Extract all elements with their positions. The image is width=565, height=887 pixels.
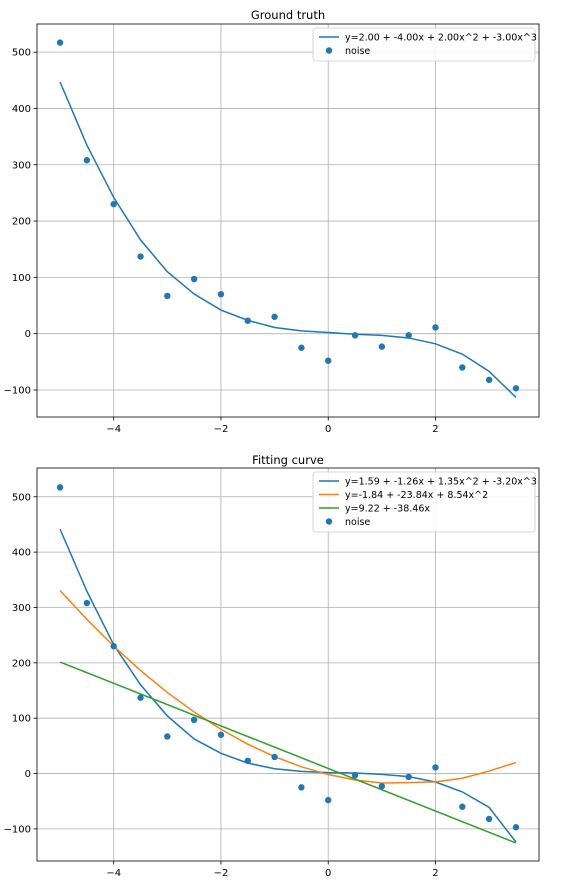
legend-label: y=9.22 + -38.46x (345, 504, 430, 515)
y-tick-label: 100 (12, 273, 31, 284)
scatter-point (271, 313, 278, 320)
legend-label: y=1.59 + -1.26x + 1.35x^2 + -3.20x^3 (345, 477, 537, 488)
scatter-point (83, 599, 91, 607)
scatter-point (56, 484, 64, 491)
x-tick-label: 0 (325, 868, 331, 879)
y-tick-label: 200 (12, 658, 31, 669)
y-tick-label: −100 (4, 385, 31, 396)
x-tick-label: 0 (325, 424, 331, 435)
scatter-point (190, 275, 198, 283)
scatter-point (110, 643, 117, 650)
data-layer (56, 39, 520, 398)
scatter-point (190, 716, 198, 724)
chart-2: Fitting curve −4 −2 0 2 −100 0 100 200 300 400 500 y… (4, 453, 540, 879)
grid (37, 468, 539, 861)
series-line-2 (59, 589, 517, 784)
scatter-point (325, 796, 332, 804)
scatter-point (351, 332, 359, 339)
scatter-point (137, 694, 144, 701)
x-tick-label: −4 (106, 424, 121, 435)
legend: y=2.00 + -4.00x + 2.00x^2 + -3.00x^3 nois… (312, 27, 537, 62)
scatter-point (378, 343, 386, 350)
chart-title: Fitting curve (252, 453, 324, 467)
y-tick-label: 400 (12, 104, 31, 115)
y-tick-label: 500 (12, 48, 31, 59)
y-tick-label: 100 (12, 714, 31, 725)
scatter-point (405, 773, 412, 781)
legend-label: y=-1.84 + -23.84x + 8.54x^2 (345, 490, 488, 501)
scatter-point (217, 731, 225, 738)
scatter-point (459, 364, 466, 371)
data-layer (56, 484, 520, 844)
legend: y=1.59 + -1.26x + 1.35x^2 + -3.20x^3 y=-1… (312, 471, 537, 533)
legend-label: y=2.00 + -4.00x + 2.00x^2 + -3.00x^3 (345, 33, 537, 44)
y-tick-label: 500 (12, 492, 31, 503)
y-tick-label: 400 (12, 548, 31, 559)
y-tick-label: 300 (12, 603, 31, 614)
scatter-point (512, 385, 520, 392)
x-tick-label: −2 (214, 424, 229, 435)
axes-frame (36, 467, 540, 862)
scatter-point (512, 824, 520, 831)
x-tick-label: 2 (432, 424, 438, 435)
y-tick-label: 0 (25, 329, 31, 340)
scatter-point (298, 784, 305, 791)
scatter-point (485, 815, 493, 823)
legend-marker-swatch (325, 47, 333, 54)
scatter-point (271, 753, 278, 761)
scatter-point (459, 803, 466, 810)
y-tick-label: 200 (12, 217, 31, 228)
x-tick-label: −2 (214, 868, 229, 879)
scatter-point (83, 157, 91, 164)
scatter-point (432, 324, 439, 331)
legend-marker-swatch (325, 518, 333, 525)
y-tick-label: 300 (12, 160, 31, 171)
series-line-1 (59, 528, 517, 843)
scatter-point (378, 783, 386, 790)
legend-label: noise (345, 517, 370, 528)
y-tick-label: 0 (25, 769, 31, 780)
scatter-point (405, 332, 412, 339)
scatter-point (325, 357, 332, 364)
x-tick-label: −4 (106, 868, 121, 879)
series-line-3 (59, 661, 517, 844)
scatter-point (110, 200, 117, 208)
legend-box (312, 471, 536, 533)
scatter-point (164, 733, 171, 740)
series-line-1 (59, 81, 517, 398)
scatter-point (351, 772, 359, 779)
scatter-point (56, 39, 64, 46)
scatter-point (298, 344, 305, 351)
chart-1: Ground truth −4 −2 0 2 −100 0 100 200 300 400 500 y=… (4, 8, 540, 435)
scatter-point (164, 292, 171, 300)
scatter-point (244, 317, 251, 324)
scatter-point (217, 291, 225, 298)
scatter-point (485, 376, 493, 384)
chart-title: Ground truth (251, 8, 325, 22)
scatter-point (432, 764, 439, 771)
y-tick-label: −100 (4, 824, 31, 835)
x-tick-label: 2 (432, 868, 438, 879)
legend-box (312, 27, 536, 62)
axes-frame (36, 23, 540, 418)
scatter-point (137, 253, 144, 260)
scatter-point (244, 757, 251, 765)
grid (37, 24, 539, 417)
legend-label: noise (345, 46, 370, 57)
